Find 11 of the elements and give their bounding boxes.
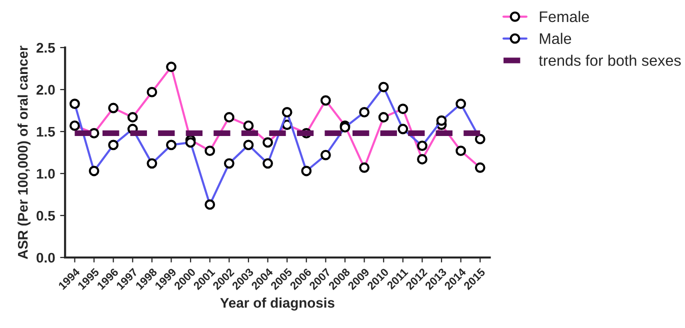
y-tick-label: 1.0 — [36, 168, 55, 179]
legend-label: Male — [540, 32, 572, 44]
y-tick-label: 1.5 — [36, 127, 55, 137]
y-axis-title: ASR (Per 100,000) of oral cancer — [18, 46, 30, 260]
legend-label: trends for both sexes — [538, 54, 681, 66]
y-tick-label: 0.0 — [36, 252, 55, 263]
y-tick-label: 2.0 — [36, 84, 55, 95]
x-axis-title: Year of diagnosis — [220, 298, 334, 311]
y-tick-label: 2.5 — [36, 42, 55, 53]
legend-label: Female — [540, 10, 589, 22]
y-tick-label: 0.5 — [36, 210, 55, 221]
